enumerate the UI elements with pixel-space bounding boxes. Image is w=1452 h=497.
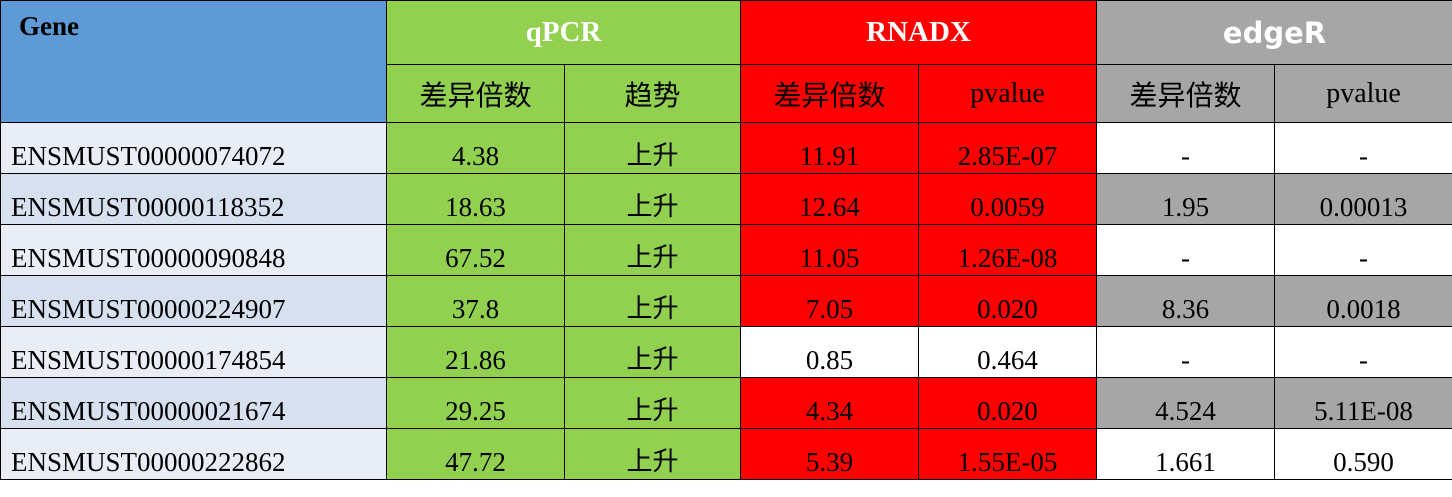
rnadx-fold-cell: 4.34: [740, 377, 920, 429]
qpcr-fold-cell: 47.72: [386, 428, 565, 480]
rnadx-pvalue-cell: 1.26E-08: [918, 224, 1098, 276]
trend-cell: 上升: [563, 326, 742, 378]
edger-fold-cell: 1.95: [1096, 173, 1276, 225]
trend-cell: 上升: [563, 428, 742, 480]
edger-pvalue-cell: -: [1274, 122, 1452, 174]
rnadx-fold-cell: 0.85: [740, 326, 920, 378]
gene-id-cell: ENSMUST00000224907: [0, 275, 387, 327]
expression-comparison-table: Gene qPCR RNADX edgeR 差异倍数 趋势 差异倍数 pvalu…: [0, 0, 1452, 480]
rnadx-pvalue-cell: 0.464: [918, 326, 1098, 378]
table-row: ENSMUST00000224907 37.8 上升 7.05 0.020 8.…: [0, 275, 1452, 327]
rnadx-fold-cell: 12.64: [740, 173, 920, 225]
edger-pvalue-cell: 5.11E-08: [1274, 377, 1452, 429]
rnadx-group-header: RNADX: [740, 0, 1098, 65]
sub-header-row: 差异倍数 趋势 差异倍数 pvalue 差异倍数 pvalue: [1, 64, 1452, 123]
qpcr-group-header: qPCR: [385, 0, 742, 65]
gene-id-cell: ENSMUST00000090848: [0, 224, 387, 276]
rnadx-pvalue-header: pvalue: [918, 64, 1098, 123]
gene-id-cell: ENSMUST00000074072: [0, 122, 387, 174]
trend-cell: 上升: [563, 377, 742, 429]
edger-pvalue-cell: -: [1274, 224, 1452, 276]
qpcr-trend-header: 趋势: [563, 64, 742, 123]
trend-cell: 上升: [563, 173, 742, 225]
edger-pvalue-cell: 0.590: [1274, 428, 1452, 480]
trend-cell: 上升: [563, 122, 742, 174]
table-row: ENSMUST00000021674 29.25 上升 4.34 0.020 4…: [0, 377, 1452, 429]
gene-id-cell: ENSMUST00000021674: [0, 377, 387, 429]
qpcr-fold-cell: 18.63: [386, 173, 565, 225]
rnadx-pvalue-cell: 0.020: [918, 275, 1098, 327]
trend-cell: 上升: [563, 275, 742, 327]
gene-column-header: Gene: [0, 0, 387, 123]
gene-id-cell: ENSMUST00000118352: [0, 173, 387, 225]
qpcr-fold-cell: 21.86: [386, 326, 565, 378]
edger-fold-cell: -: [1096, 326, 1276, 378]
rnadx-fold-cell: 5.39: [740, 428, 920, 480]
rnadx-pvalue-cell: 0.0059: [918, 173, 1098, 225]
rnadx-fold-cell: 7.05: [740, 275, 920, 327]
gene-id-cell: ENSMUST00000222862: [0, 428, 387, 480]
table-row: ENSMUST00000222862 47.72 上升 5.39 1.55E-0…: [0, 428, 1452, 480]
rnadx-pvalue-cell: 1.55E-05: [918, 428, 1098, 480]
qpcr-fold-cell: 67.52: [386, 224, 565, 276]
table-row: ENSMUST00000118352 18.63 上升 12.64 0.0059…: [0, 173, 1452, 225]
edger-fold-cell: 4.524: [1096, 377, 1276, 429]
group-header-row: Gene qPCR RNADX edgeR: [0, 0, 1452, 123]
trend-cell: 上升: [563, 224, 742, 276]
rnadx-pvalue-cell: 0.020: [918, 377, 1098, 429]
rnadx-pvalue-cell: 2.85E-07: [918, 122, 1098, 174]
rnadx-fold-cell: 11.05: [740, 224, 920, 276]
qpcr-fold-header: 差异倍数: [386, 64, 565, 123]
edger-pvalue-cell: -: [1274, 326, 1452, 378]
edger-fold-cell: 8.36: [1096, 275, 1276, 327]
table-row: ENSMUST00000074072 4.38 上升 11.91 2.85E-0…: [0, 122, 1452, 174]
edger-fold-cell: -: [1096, 122, 1276, 174]
rnadx-fold-header: 差异倍数: [740, 64, 920, 123]
qpcr-fold-cell: 4.38: [386, 122, 565, 174]
qpcr-fold-cell: 37.8: [386, 275, 565, 327]
edger-pvalue-header: pvalue: [1274, 64, 1452, 123]
table-row: ENSMUST00000174854 21.86 上升 0.85 0.464 -…: [0, 326, 1452, 378]
edger-fold-cell: -: [1096, 224, 1276, 276]
gene-id-cell: ENSMUST00000174854: [0, 326, 387, 378]
qpcr-fold-cell: 29.25: [386, 377, 565, 429]
edger-pvalue-cell: 0.0018: [1274, 275, 1452, 327]
edger-group-header: edgeR: [1096, 0, 1452, 65]
edger-fold-header: 差异倍数: [1096, 64, 1276, 123]
edger-pvalue-cell: 0.00013: [1274, 173, 1452, 225]
table-row: ENSMUST00000090848 67.52 上升 11.05 1.26E-…: [0, 224, 1452, 276]
edger-fold-cell: 1.661: [1096, 428, 1276, 480]
rnadx-fold-cell: 11.91: [740, 122, 920, 174]
